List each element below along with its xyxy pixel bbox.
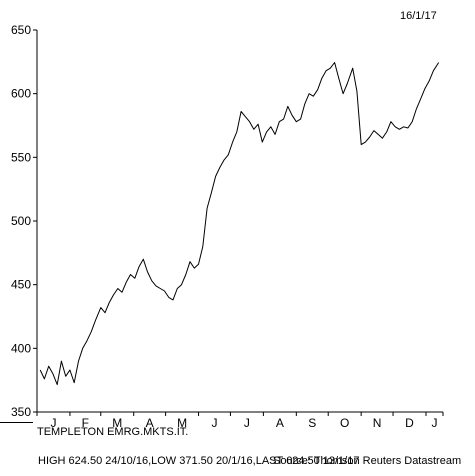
x-tick-label: J xyxy=(431,416,437,430)
y-tick-label: 600 xyxy=(11,87,31,101)
x-tick-label: A xyxy=(146,416,154,430)
y-tick-label: 500 xyxy=(11,214,31,228)
x-tick-label: D xyxy=(405,416,414,430)
x-tick-label: M xyxy=(112,416,122,430)
y-tick-label: 650 xyxy=(11,23,31,37)
series-name-label: TEMPLETON EMRG.MKTS.IT. xyxy=(37,426,189,438)
x-tick-label: J xyxy=(211,416,217,430)
series-group xyxy=(39,62,440,386)
series-line xyxy=(39,62,440,386)
x-tick-label: A xyxy=(276,416,284,430)
x-tick-label: O xyxy=(340,416,349,430)
y-tick-label: 400 xyxy=(11,341,31,355)
x-tick-label: J xyxy=(244,416,250,430)
high-low-last-stats: HIGH 624.50 24/10/16,LOW 371.50 20/1/16,… xyxy=(38,455,360,467)
x-tick-label: J xyxy=(50,416,56,430)
y-axis-ticks: 350 400 450 500 550 600 650 xyxy=(11,23,37,419)
y-tick-label: 450 xyxy=(11,278,31,292)
x-tick-label: N xyxy=(373,416,382,430)
data-source-credit: Source: Thomson Reuters Datastream xyxy=(273,455,462,467)
chart-date: 16/1/17 xyxy=(400,10,437,22)
chart-axes xyxy=(36,30,443,413)
legend-line-marker xyxy=(0,422,33,423)
x-tick-label: F xyxy=(82,416,89,430)
y-tick-label: 350 xyxy=(11,405,31,419)
x-tick-label: M xyxy=(177,416,187,430)
x-tick-label: S xyxy=(308,416,316,430)
y-tick-label: 550 xyxy=(11,150,31,164)
